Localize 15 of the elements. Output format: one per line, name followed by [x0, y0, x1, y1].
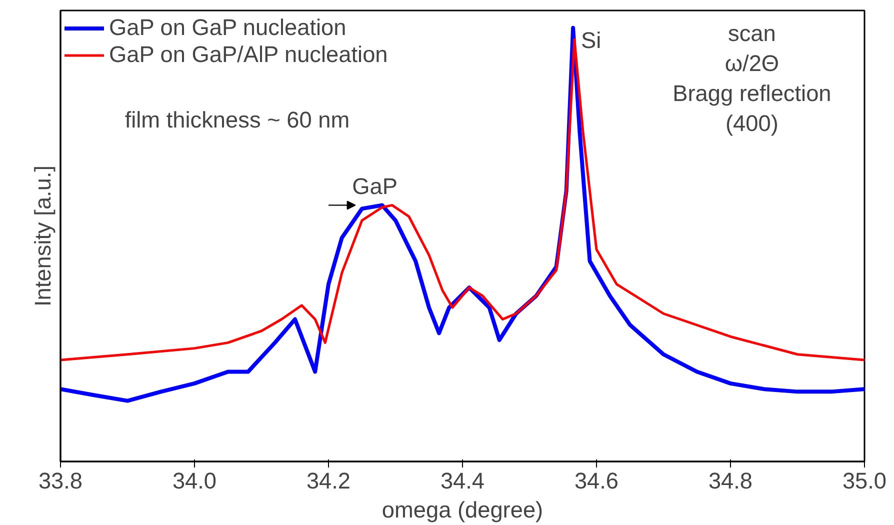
legend-label: GaP on GaP nucleation — [109, 14, 346, 41]
x-axis-title: omega (degree) — [382, 496, 544, 522]
annotation: Si — [581, 26, 602, 53]
x-tick-label: 34.0 — [172, 468, 217, 494]
x-tick-label: 35.0 — [842, 468, 887, 494]
annotation: film thickness ~ 60 nm — [124, 106, 350, 133]
legend-label: GaP on GaP/AlP nucleation — [109, 41, 388, 68]
y-axis-title: Intensity [a.u.] — [30, 165, 56, 307]
x-tick-label: 34.4 — [440, 468, 485, 494]
annotation: GaP — [352, 173, 398, 200]
x-tick-label: 33.8 — [38, 468, 83, 494]
x-tick-label: 34.6 — [574, 468, 619, 494]
annotation: scan ω/2Θ Bragg reflection (400) — [672, 20, 832, 136]
x-tick-label: 34.8 — [708, 468, 753, 494]
x-tick-label: 34.2 — [306, 468, 351, 494]
